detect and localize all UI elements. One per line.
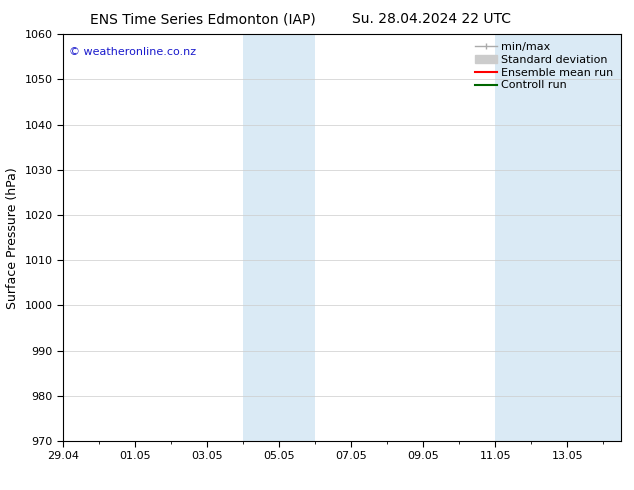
- Bar: [495, 34, 621, 441]
- Bar: [243, 34, 315, 441]
- Y-axis label: Surface Pressure (hPa): Surface Pressure (hPa): [6, 167, 19, 309]
- Legend: min/max, Standard deviation, Ensemble mean run, Controll run: min/max, Standard deviation, Ensemble me…: [472, 40, 616, 93]
- Text: Su. 28.04.2024 22 UTC: Su. 28.04.2024 22 UTC: [352, 12, 510, 26]
- Text: © weatheronline.co.nz: © weatheronline.co.nz: [69, 47, 196, 56]
- Text: ENS Time Series Edmonton (IAP): ENS Time Series Edmonton (IAP): [90, 12, 316, 26]
